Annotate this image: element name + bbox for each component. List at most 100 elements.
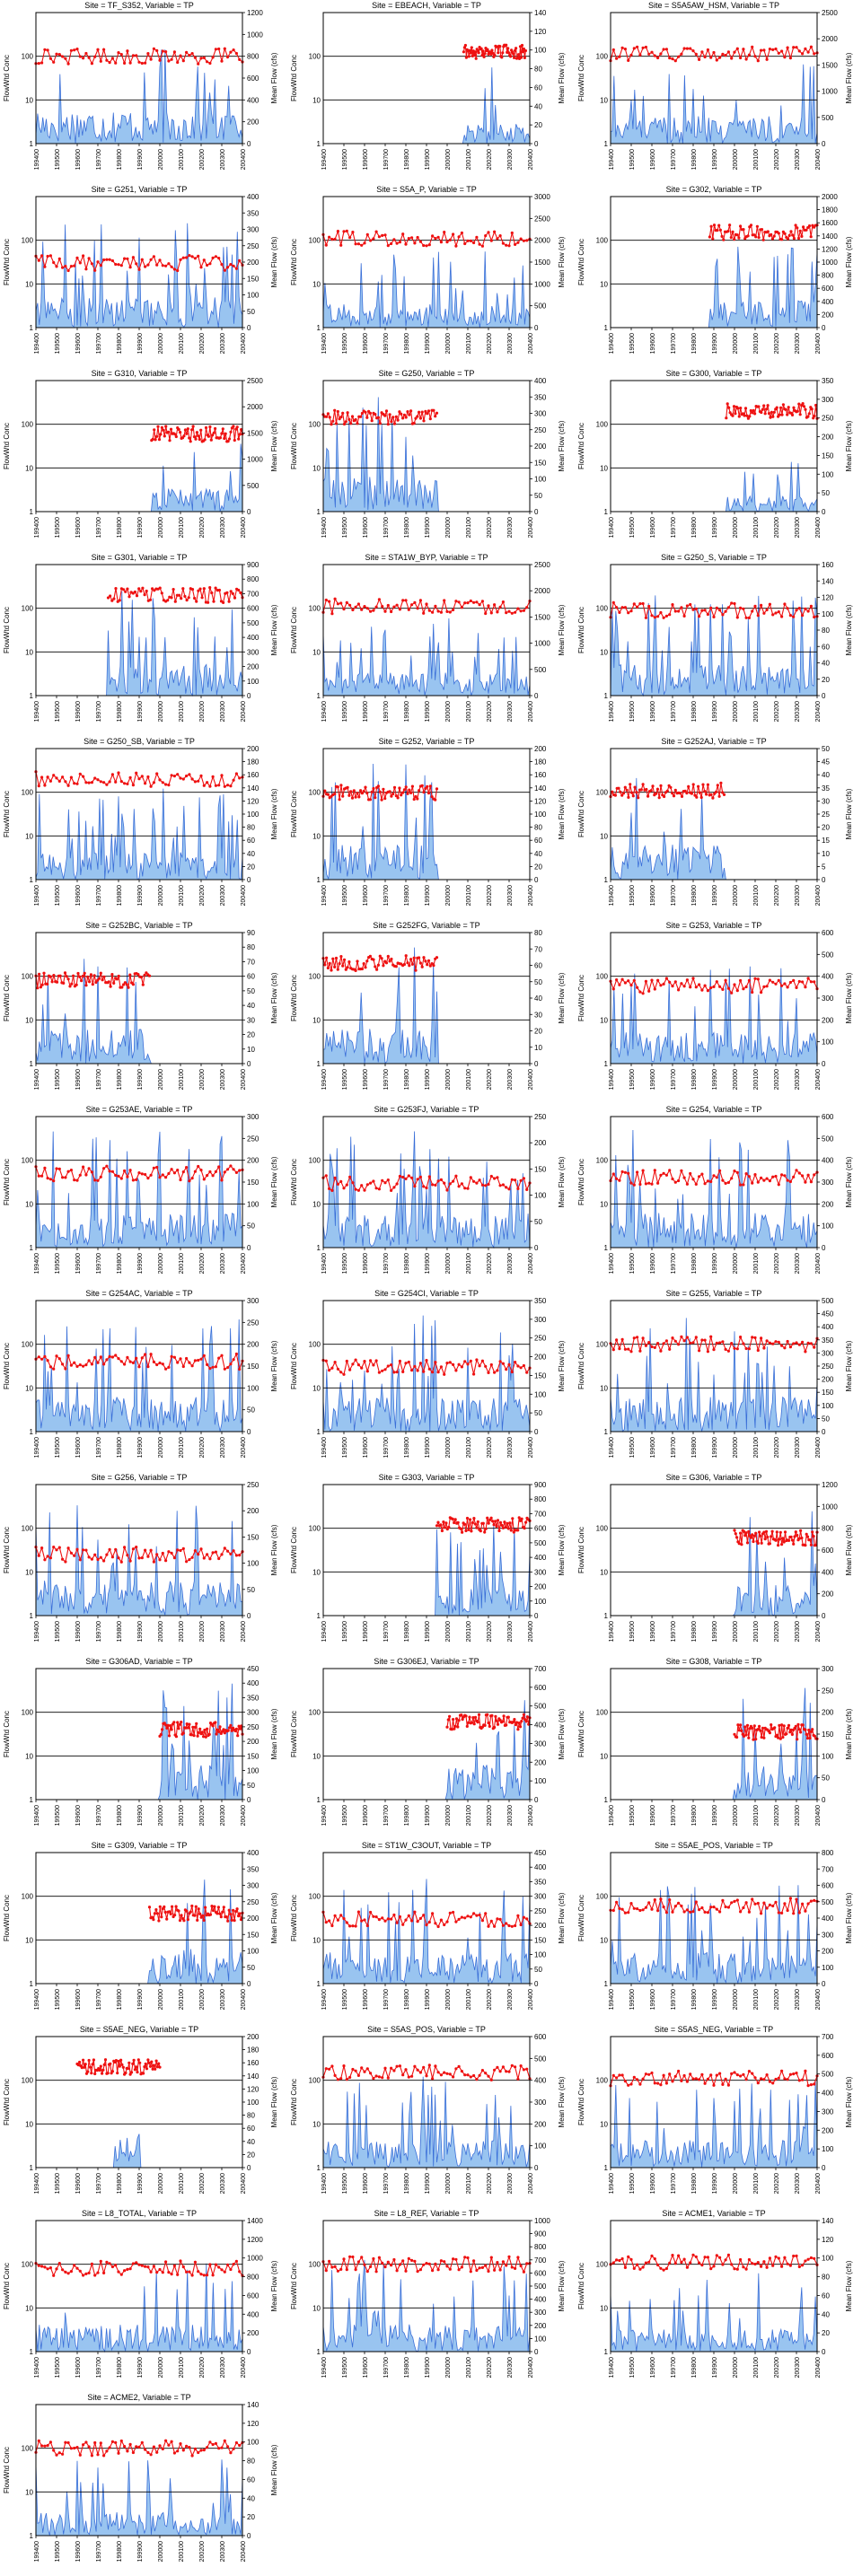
conc-point xyxy=(239,591,242,594)
right-tick-label: 400 xyxy=(534,2077,547,2085)
right-tick-label: 700 xyxy=(534,2256,547,2265)
conc-point xyxy=(46,1177,49,1180)
conc-point xyxy=(185,1356,189,1361)
conc-point xyxy=(161,1362,164,1366)
conc-point xyxy=(744,616,748,619)
right-tick-label: 140 xyxy=(534,784,547,793)
x-tick-label: 200200 xyxy=(487,2357,493,2378)
conc-point xyxy=(804,1728,807,1731)
right-tick-label: 0 xyxy=(534,2348,539,2356)
conc-point xyxy=(787,1538,791,1542)
conc-point xyxy=(452,232,455,236)
conc-point xyxy=(662,1906,665,1909)
conc-point xyxy=(425,1923,428,1927)
conc-point xyxy=(735,1347,739,1351)
right-tick-label: 900 xyxy=(247,561,259,569)
conc-point xyxy=(522,2270,525,2274)
conc-point xyxy=(516,1728,520,1731)
x-tick-label: 200400 xyxy=(241,885,247,906)
conc-point xyxy=(454,2257,458,2261)
conc-point xyxy=(179,54,182,57)
conc-point xyxy=(718,1341,722,1345)
conc-point xyxy=(401,1370,405,1373)
conc-point xyxy=(108,780,111,784)
conc-point xyxy=(615,606,619,609)
conc-point xyxy=(223,436,226,441)
left-tick-label: 1 xyxy=(604,876,609,884)
conc-point xyxy=(64,780,67,784)
chart-panel: Site = G256, Variable = TP110100FlowWtd … xyxy=(3,1473,278,1642)
conc-point xyxy=(762,48,766,52)
conc-point xyxy=(69,1169,73,1172)
conc-point xyxy=(751,990,754,994)
x-tick-label: 200400 xyxy=(528,517,534,538)
right-tick-label: 0 xyxy=(247,2164,251,2172)
conc-point xyxy=(641,2265,645,2269)
right-tick-label: 600 xyxy=(822,2052,834,2060)
conc-point xyxy=(443,1181,446,1185)
chart-panel: Site = G301, Variable = TP110100FlowWtd … xyxy=(3,553,278,722)
conc-point xyxy=(762,1346,766,1350)
x-tick-label: 200200 xyxy=(487,149,493,170)
conc-point xyxy=(392,1186,396,1189)
conc-point xyxy=(416,607,419,610)
conc-point xyxy=(801,1340,805,1344)
conc-point xyxy=(102,975,106,978)
flow-area xyxy=(35,49,243,145)
x-tick-label: 199600 xyxy=(75,1805,82,1826)
x-tick-label: 200000 xyxy=(733,517,739,538)
right-tick-label: 500 xyxy=(822,1898,834,1906)
conc-point xyxy=(69,1363,73,1367)
left-tick-label: 1 xyxy=(317,1428,321,1436)
conc-point xyxy=(217,2447,221,2450)
conc-point xyxy=(486,1516,489,1520)
conc-point xyxy=(118,2064,121,2068)
conc-point xyxy=(464,1529,468,1533)
conc-point xyxy=(161,1551,164,1555)
conc-point xyxy=(188,2270,191,2274)
conc-point xyxy=(484,2264,488,2267)
conc-point xyxy=(199,428,203,432)
conc-point xyxy=(668,57,672,60)
x-tick-label: 200400 xyxy=(528,149,534,170)
conc-point xyxy=(406,792,409,795)
conc-point xyxy=(384,409,389,413)
conc-point xyxy=(135,594,139,598)
conc-point xyxy=(497,51,500,55)
conc-point xyxy=(404,1177,408,1180)
conc-point xyxy=(203,1728,207,1732)
conc-point xyxy=(223,47,226,50)
conc-point xyxy=(757,405,761,408)
conc-point xyxy=(778,1723,781,1727)
conc-point xyxy=(783,2077,787,2081)
conc-point xyxy=(765,608,769,612)
conc-point xyxy=(480,244,484,248)
conc-point xyxy=(673,59,677,63)
conc-point xyxy=(161,1173,164,1177)
right-tick-label: 100 xyxy=(822,1038,834,1047)
conc-point xyxy=(334,956,339,960)
conc-point xyxy=(777,51,780,55)
conc-point xyxy=(425,1186,428,1190)
conc-point xyxy=(198,1727,202,1730)
conc-point xyxy=(479,47,483,50)
conc-point xyxy=(768,2080,771,2083)
conc-point xyxy=(105,258,109,261)
conc-point xyxy=(119,2439,123,2443)
conc-point xyxy=(468,1518,472,1521)
conc-point xyxy=(409,409,413,413)
right-tick-label: 1000 xyxy=(534,2217,550,2225)
x-tick-label: 200200 xyxy=(199,333,206,354)
right-tick-label: 2000 xyxy=(534,237,550,245)
conc-point xyxy=(416,2270,419,2274)
conc-point xyxy=(806,1341,810,1345)
x-tick-label: 199800 xyxy=(404,885,410,906)
conc-point xyxy=(611,2073,615,2077)
conc-point xyxy=(408,788,411,792)
conc-point xyxy=(656,1181,660,1185)
conc-point xyxy=(777,2256,780,2260)
conc-point xyxy=(611,987,615,991)
x-tick-label: 199700 xyxy=(671,1621,677,1642)
x-tick-label: 200400 xyxy=(815,333,822,354)
conc-point xyxy=(498,234,502,238)
